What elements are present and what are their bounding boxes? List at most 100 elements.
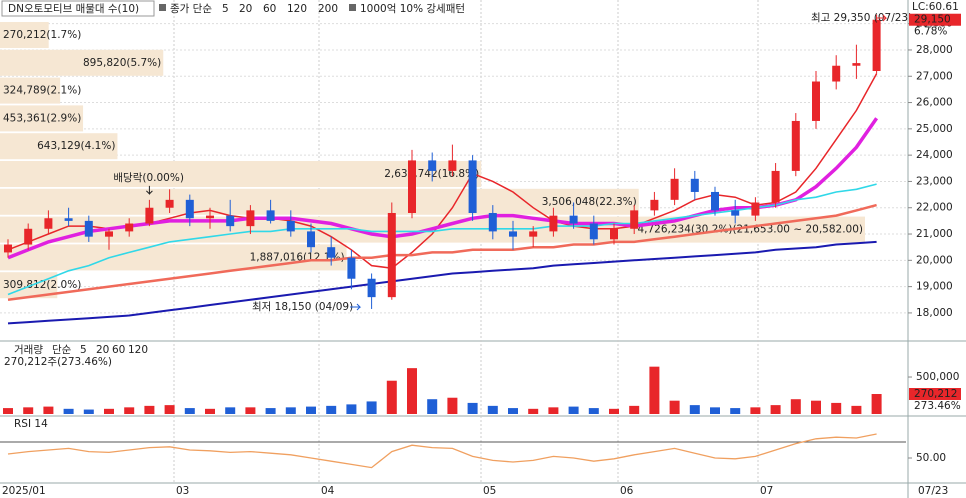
volume-bar: [225, 407, 236, 414]
volume-bar: [871, 394, 882, 414]
profile-label: 4,726,234(30.2%)(21,653.00 ~ 20,582.00): [637, 224, 863, 236]
profile-label: 3,506,048(22.3%): [542, 196, 637, 208]
volume-profile-bar: [0, 161, 482, 187]
candle-body: [711, 191, 719, 211]
candle-body: [145, 207, 154, 224]
volume-bar: [831, 402, 842, 414]
candle-body: [509, 231, 517, 237]
candle-body: [771, 170, 780, 203]
volume-bar: [811, 400, 821, 414]
volume-bar: [851, 405, 862, 414]
volume-legend-entry: 120: [128, 344, 148, 356]
profile-label: 643,129(4.1%): [37, 140, 115, 152]
candle-body: [428, 160, 437, 171]
y-tick-label: 22,000: [916, 202, 953, 214]
y-tick-label: 21,000: [916, 228, 953, 240]
volume-bar: [43, 406, 54, 414]
candle-body: [549, 215, 558, 232]
chart-title: DN오토모티브 매물대 수(10): [8, 3, 139, 15]
legend-entry: 120: [287, 3, 307, 15]
lc-label: LC:60.61: [912, 1, 959, 13]
annotation-arrow: [876, 14, 888, 22]
volume-bar: [366, 401, 377, 414]
candle-body: [488, 212, 497, 232]
candle-body: [307, 231, 315, 248]
candle-body: [266, 210, 275, 221]
volume-info: 270,212주(273.46%): [4, 356, 112, 368]
volume-bar: [346, 404, 357, 414]
y-tick-label: 27,000: [916, 70, 953, 82]
volume-profile-bar: [0, 105, 84, 132]
annotation-arrow: [146, 185, 153, 196]
volume-bar: [710, 407, 720, 414]
volume-legend-entry: 5: [80, 344, 87, 356]
annotation: 최저 18,150 (04/09): [252, 301, 353, 313]
ma-line: [7, 203, 877, 302]
price-box: [909, 13, 961, 26]
volume-box: [909, 388, 961, 400]
volume-bar: [104, 408, 114, 414]
candle-body: [448, 160, 457, 171]
y-tick-label: 500,000: [916, 371, 959, 383]
legend-prefix: 종가 단순: [170, 3, 212, 15]
volume-bar: [629, 405, 640, 414]
volume-profile-bar: [0, 22, 49, 48]
candle-body: [569, 215, 578, 224]
y-tick-label: 19,000: [916, 281, 953, 293]
candle-body: [751, 202, 760, 216]
candle-body: [286, 220, 295, 232]
volume-bar: [689, 405, 700, 414]
layer: 270,212(1.7%) 895,820(5.7%) 324,789(2.1%) 4…: [3, 14, 882, 469]
candle-body: [185, 199, 194, 219]
profile-label: 453,361(2.9%): [3, 112, 81, 124]
candle-body: [347, 257, 356, 279]
candle-body: [226, 215, 235, 227]
x-tick-label: 03: [176, 485, 189, 497]
candle-body: [165, 199, 174, 208]
candle-body: [832, 65, 841, 82]
legend-entry: 20: [239, 3, 252, 15]
volume-legend-entry: 60: [112, 344, 125, 356]
candle-body: [650, 199, 659, 211]
rsi-title: RSI 14: [14, 418, 48, 430]
candle-body: [589, 223, 598, 240]
volume-bar: [386, 380, 397, 414]
y-tick-label: 25,000: [916, 123, 953, 135]
volume-bar: [326, 405, 337, 414]
profile-label: 270,212(1.7%): [3, 29, 81, 41]
volume-bar: [63, 408, 74, 414]
volume-bar: [265, 408, 276, 414]
candle-body: [24, 228, 33, 245]
volume-bar: [669, 400, 680, 414]
volume-bar: [548, 407, 559, 414]
volume-bar: [487, 405, 498, 414]
volume-bar: [427, 399, 438, 414]
pattern-label: 1000억 10% 강세패턴: [360, 3, 465, 15]
volume-bar: [770, 405, 781, 414]
x-tick-label: 05: [483, 485, 496, 497]
y-tick-label: 20,000: [916, 254, 953, 266]
candle-body: [105, 231, 113, 237]
candle-body: [367, 278, 376, 298]
candle-body: [387, 212, 396, 298]
candle-body: [872, 19, 881, 71]
volume-legend-entry: 20: [96, 344, 109, 356]
x-tick-label: 04: [321, 485, 335, 497]
volume-bar: [164, 405, 175, 414]
candle-body: [468, 160, 477, 213]
volume-bar: [23, 407, 34, 414]
y-tick-label: 28,000: [916, 44, 953, 56]
x-tick-label: 06: [620, 485, 634, 497]
volume-bar: [3, 408, 13, 414]
volume-title: 거래량: [14, 344, 43, 356]
candle-body: [670, 178, 679, 200]
volume-bar: [285, 407, 296, 414]
y-tick-label: 50.00: [916, 452, 946, 464]
profile-label: 2,632,742(16.8%): [384, 168, 479, 180]
title-box: [1, 0, 155, 17]
candle-body: [791, 120, 800, 171]
volume-bar: [750, 407, 761, 414]
volume-bar: [467, 402, 478, 414]
